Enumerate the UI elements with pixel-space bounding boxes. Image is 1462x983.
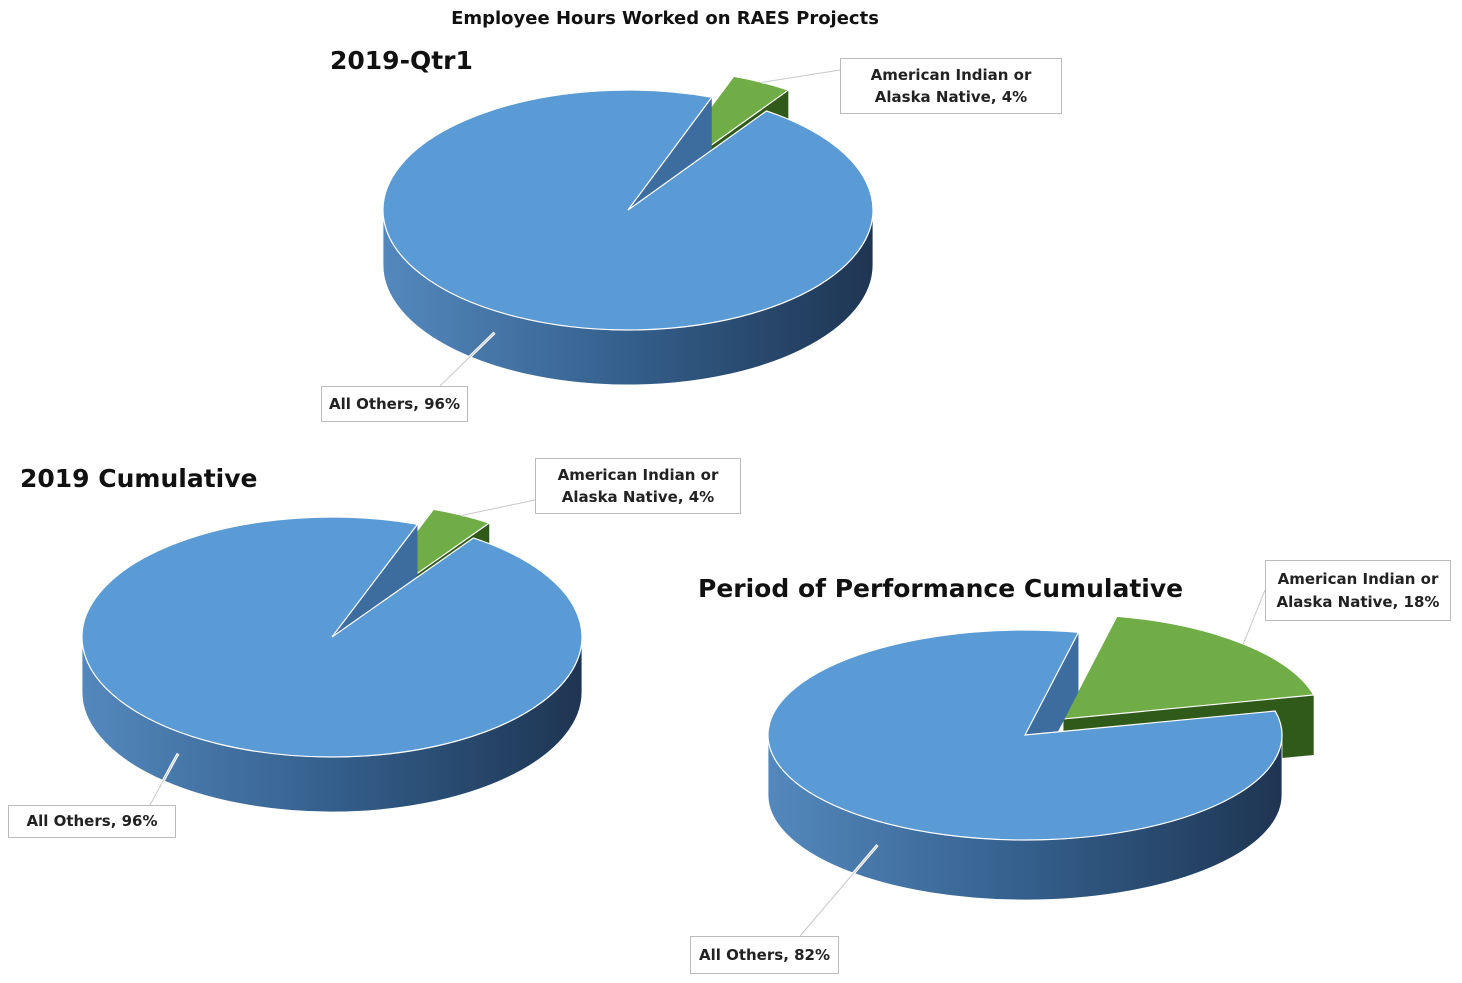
- leader-line: [761, 69, 841, 83]
- data-label: American Indian or Alaska Native, 4%: [535, 458, 741, 514]
- data-label-text: All Others, 96%: [26, 812, 158, 831]
- data-label: American Indian or Alaska Native, 18%: [1265, 560, 1451, 621]
- chart-title: 2019-Qtr1: [330, 46, 473, 75]
- pie-slice: [767, 629, 1283, 841]
- leader-line: [799, 844, 878, 937]
- chart-title: Period of Performance Cumulative: [698, 574, 1183, 603]
- chart-title: 2019 Cumulative: [20, 464, 258, 493]
- pie-slice-group: [81, 516, 583, 813]
- leader-line: [149, 753, 179, 806]
- data-label: All Others, 96%: [321, 386, 468, 422]
- leader-line: [1242, 589, 1266, 645]
- data-label-text: All Others, 96%: [328, 394, 461, 413]
- label-value: 82%: [794, 945, 831, 964]
- label-value: 4%: [688, 488, 715, 506]
- leader-line: [439, 332, 495, 387]
- label-category: All Others: [26, 812, 111, 831]
- data-label-text: American Indian or Alaska Native, 4%: [870, 65, 1032, 107]
- label-category: All Others: [698, 945, 784, 964]
- label-value: 96%: [424, 394, 461, 413]
- pie-slice-group: [767, 629, 1283, 901]
- label-category: American Indian or Alaska Native: [870, 65, 1032, 107]
- data-label-text: American Indian or Alaska Native, 18%: [1276, 570, 1440, 611]
- label-category: American Indian or Alaska Native: [557, 465, 719, 507]
- data-label: American Indian or Alaska Native, 4%: [840, 58, 1062, 114]
- leader-line: [462, 499, 536, 516]
- data-label-text: American Indian or Alaska Native, 4%: [557, 465, 719, 507]
- pie-slice: [81, 516, 583, 758]
- label-category: American Indian or Alaska Native: [1276, 570, 1439, 611]
- label-value: 4%: [1001, 88, 1028, 106]
- data-label: All Others, 96%: [8, 805, 176, 838]
- label-value: 96%: [121, 812, 158, 831]
- data-label: All Others, 82%: [690, 936, 839, 974]
- main-title: Employee Hours Worked on RAES Projects: [451, 8, 879, 29]
- label-category: All Others: [328, 394, 414, 413]
- data-label-text: All Others, 82%: [698, 945, 831, 964]
- label-value: 18%: [1403, 592, 1440, 611]
- pie-slice-group: [382, 89, 874, 386]
- pie-slice: [1062, 615, 1315, 720]
- pie-slice: [382, 89, 874, 331]
